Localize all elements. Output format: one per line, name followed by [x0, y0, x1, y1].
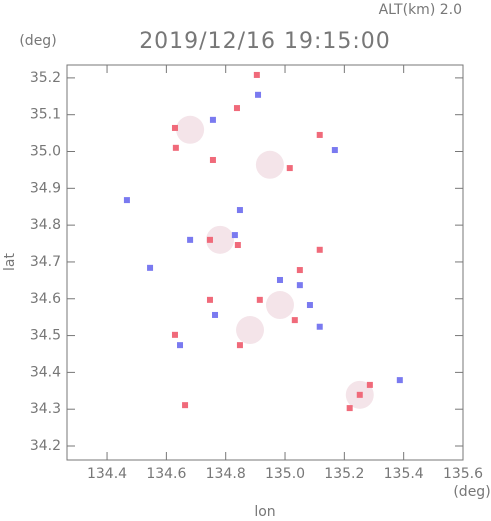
y-tick-label: 34.9 [30, 180, 61, 196]
echo-cell [209, 156, 216, 163]
echo-cell [206, 236, 213, 243]
echo-cell [171, 124, 178, 131]
y-tick-label: 34.5 [30, 328, 61, 344]
echo-cell [356, 391, 363, 398]
y-tick-label: 34.2 [30, 438, 61, 454]
x-tick-label: 134.6 [146, 466, 186, 482]
echo-cell [366, 381, 373, 388]
echo-cell [212, 311, 219, 318]
subtitle: ALT(km) 2.0 [379, 2, 462, 18]
echo-cell [209, 116, 216, 123]
echo-cell [234, 242, 241, 249]
echo-cell [316, 131, 323, 138]
echo-cell [206, 296, 213, 303]
echo-cell [296, 267, 303, 274]
x-tick-label: 134.4 [87, 466, 127, 482]
echo-cell [255, 91, 262, 98]
y-tick-label: 35.2 [30, 70, 61, 86]
y-axis-label: lat [2, 253, 18, 271]
echo-cell [236, 207, 243, 214]
echo-cell [296, 282, 303, 289]
echo-cell [177, 342, 184, 349]
y-tick-label: 34.6 [30, 291, 61, 307]
x-tick-label: 135.0 [265, 466, 305, 482]
echo-cell [316, 323, 323, 330]
x-tick-label: 135.4 [384, 466, 424, 482]
y-tick-label: 35.0 [30, 144, 61, 160]
echo-cell [171, 331, 178, 338]
echo-cell [123, 197, 130, 204]
x-tick-label: 135.6 [443, 466, 483, 482]
echo-cell [286, 165, 293, 172]
echo-area [236, 316, 265, 345]
plot-frame [66, 64, 464, 461]
echo-area [176, 115, 205, 144]
echo-cell [346, 405, 353, 412]
x-tick-label: 135.2 [324, 466, 364, 482]
echo-cell [306, 302, 313, 309]
echo-cell [236, 342, 243, 349]
echo-area [265, 291, 294, 320]
echo-cell [187, 236, 194, 243]
chart-title: 2019/12/16 19:15:00 [139, 29, 391, 54]
x-axis-label: lon [254, 504, 275, 520]
echo-area [206, 225, 235, 254]
echo-cell [233, 105, 240, 112]
echo-cell [331, 147, 338, 154]
echo-cell [231, 232, 238, 239]
x-tick-label: 134.8 [206, 466, 246, 482]
y-unit: (deg) [19, 33, 56, 49]
echo-cell [291, 317, 298, 324]
y-tick-label: 34.4 [30, 364, 61, 380]
y-tick-label: 34.8 [30, 217, 61, 233]
echo-cell [316, 246, 323, 253]
y-tick-label: 34.7 [30, 254, 61, 270]
echo-cell [172, 144, 179, 151]
x-unit: (deg) [453, 484, 490, 500]
echo-cell [396, 377, 403, 384]
echo-area [255, 150, 284, 179]
echo-cell [147, 264, 154, 271]
echo-cell [276, 276, 283, 283]
echo-cell [256, 296, 263, 303]
echo-cell [182, 402, 189, 409]
echo-cell [253, 71, 260, 78]
y-tick-label: 35.1 [30, 107, 61, 123]
y-tick-label: 34.3 [30, 401, 61, 417]
